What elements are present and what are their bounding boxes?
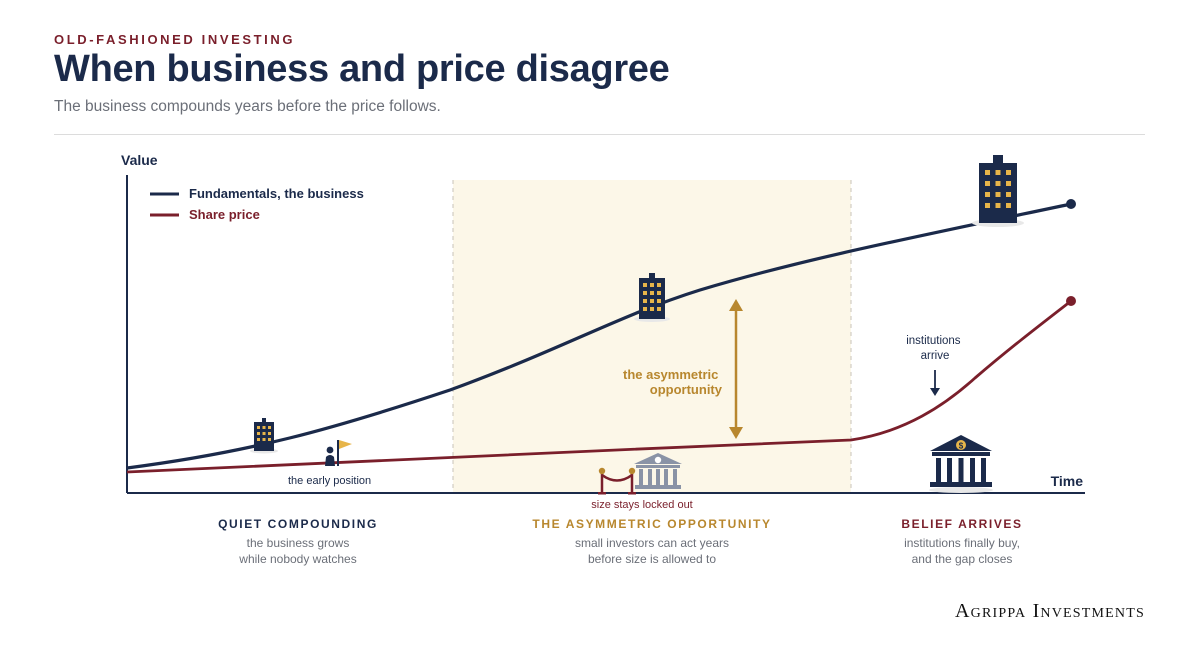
phase-title: THE ASYMMETRIC OPPORTUNITY	[532, 517, 772, 531]
svg-text:$: $	[959, 442, 964, 451]
phase-quiet-compounding: QUIET COMPOUNDING the business grows whi…	[148, 517, 448, 567]
bank-icon-small	[634, 453, 682, 489]
climber-flag-icon	[325, 440, 352, 466]
phase-description: the business grows while nobody watches	[148, 535, 448, 567]
share-price-endpoint	[1066, 296, 1076, 306]
phase-title: BELIEF ARRIVES	[901, 517, 1023, 531]
velvet-rope-icon	[598, 467, 636, 495]
gap-label-line2: opportunity	[650, 382, 723, 397]
building-icon-small	[250, 418, 278, 454]
x-axis-label: Time	[1051, 473, 1084, 489]
locked-out-label: size stays locked out	[591, 499, 693, 511]
phase-description: small investors can act years before siz…	[502, 535, 802, 567]
page-title: When business and price disagree	[54, 48, 670, 90]
gap-label: the asymmetric opportunity	[623, 367, 723, 397]
institutions-label: institutions arrive	[906, 335, 964, 362]
bank-dollar-icon: $	[929, 435, 993, 493]
header-divider	[54, 134, 1145, 135]
phase-title: QUIET COMPOUNDING	[218, 517, 378, 531]
phase-desc-line: small investors can act years	[574, 536, 730, 550]
phase-desc-line: the business grows	[246, 536, 350, 550]
building-icon-medium	[634, 273, 670, 322]
brand-logo: Agrippa Investments	[955, 600, 1145, 622]
building-icon-large	[972, 155, 1024, 227]
share-price-line	[126, 299, 1072, 474]
page-subtitle: The business compounds years before the …	[54, 98, 441, 115]
fundamentals-line	[126, 202, 1072, 470]
down-arrow-icon	[930, 370, 940, 396]
phase-asymmetric-opportunity: THE ASYMMETRIC OPPORTUNITY small investo…	[502, 517, 802, 567]
phase-desc-line: and the gap closes	[911, 552, 1013, 566]
phase-belief-arrives: BELIEF ARRIVES institutions finally buy,…	[812, 517, 1112, 567]
opportunity-zone	[453, 180, 851, 493]
legend-label-fundamentals: Fundamentals, the business	[189, 186, 364, 201]
institutions-label-line1: institutions	[906, 335, 961, 347]
phase-desc-line: while nobody watches	[239, 552, 357, 566]
y-axis-label: Value	[121, 152, 158, 168]
phase-desc-line: institutions finally buy,	[904, 536, 1020, 550]
gap-label-line1: the asymmetric	[623, 367, 718, 382]
institutions-label-line2: arrive	[921, 350, 950, 362]
eyebrow: OLD-FASHIONED INVESTING	[54, 32, 296, 47]
legend-label-price: Share price	[189, 207, 260, 222]
phase-description: institutions finally buy, and the gap cl…	[812, 535, 1112, 567]
fundamentals-endpoint	[1066, 199, 1076, 209]
early-position-label: the early position	[288, 475, 371, 487]
phase-desc-line: before size is allowed to	[587, 552, 717, 566]
gap-arrow	[729, 299, 743, 439]
